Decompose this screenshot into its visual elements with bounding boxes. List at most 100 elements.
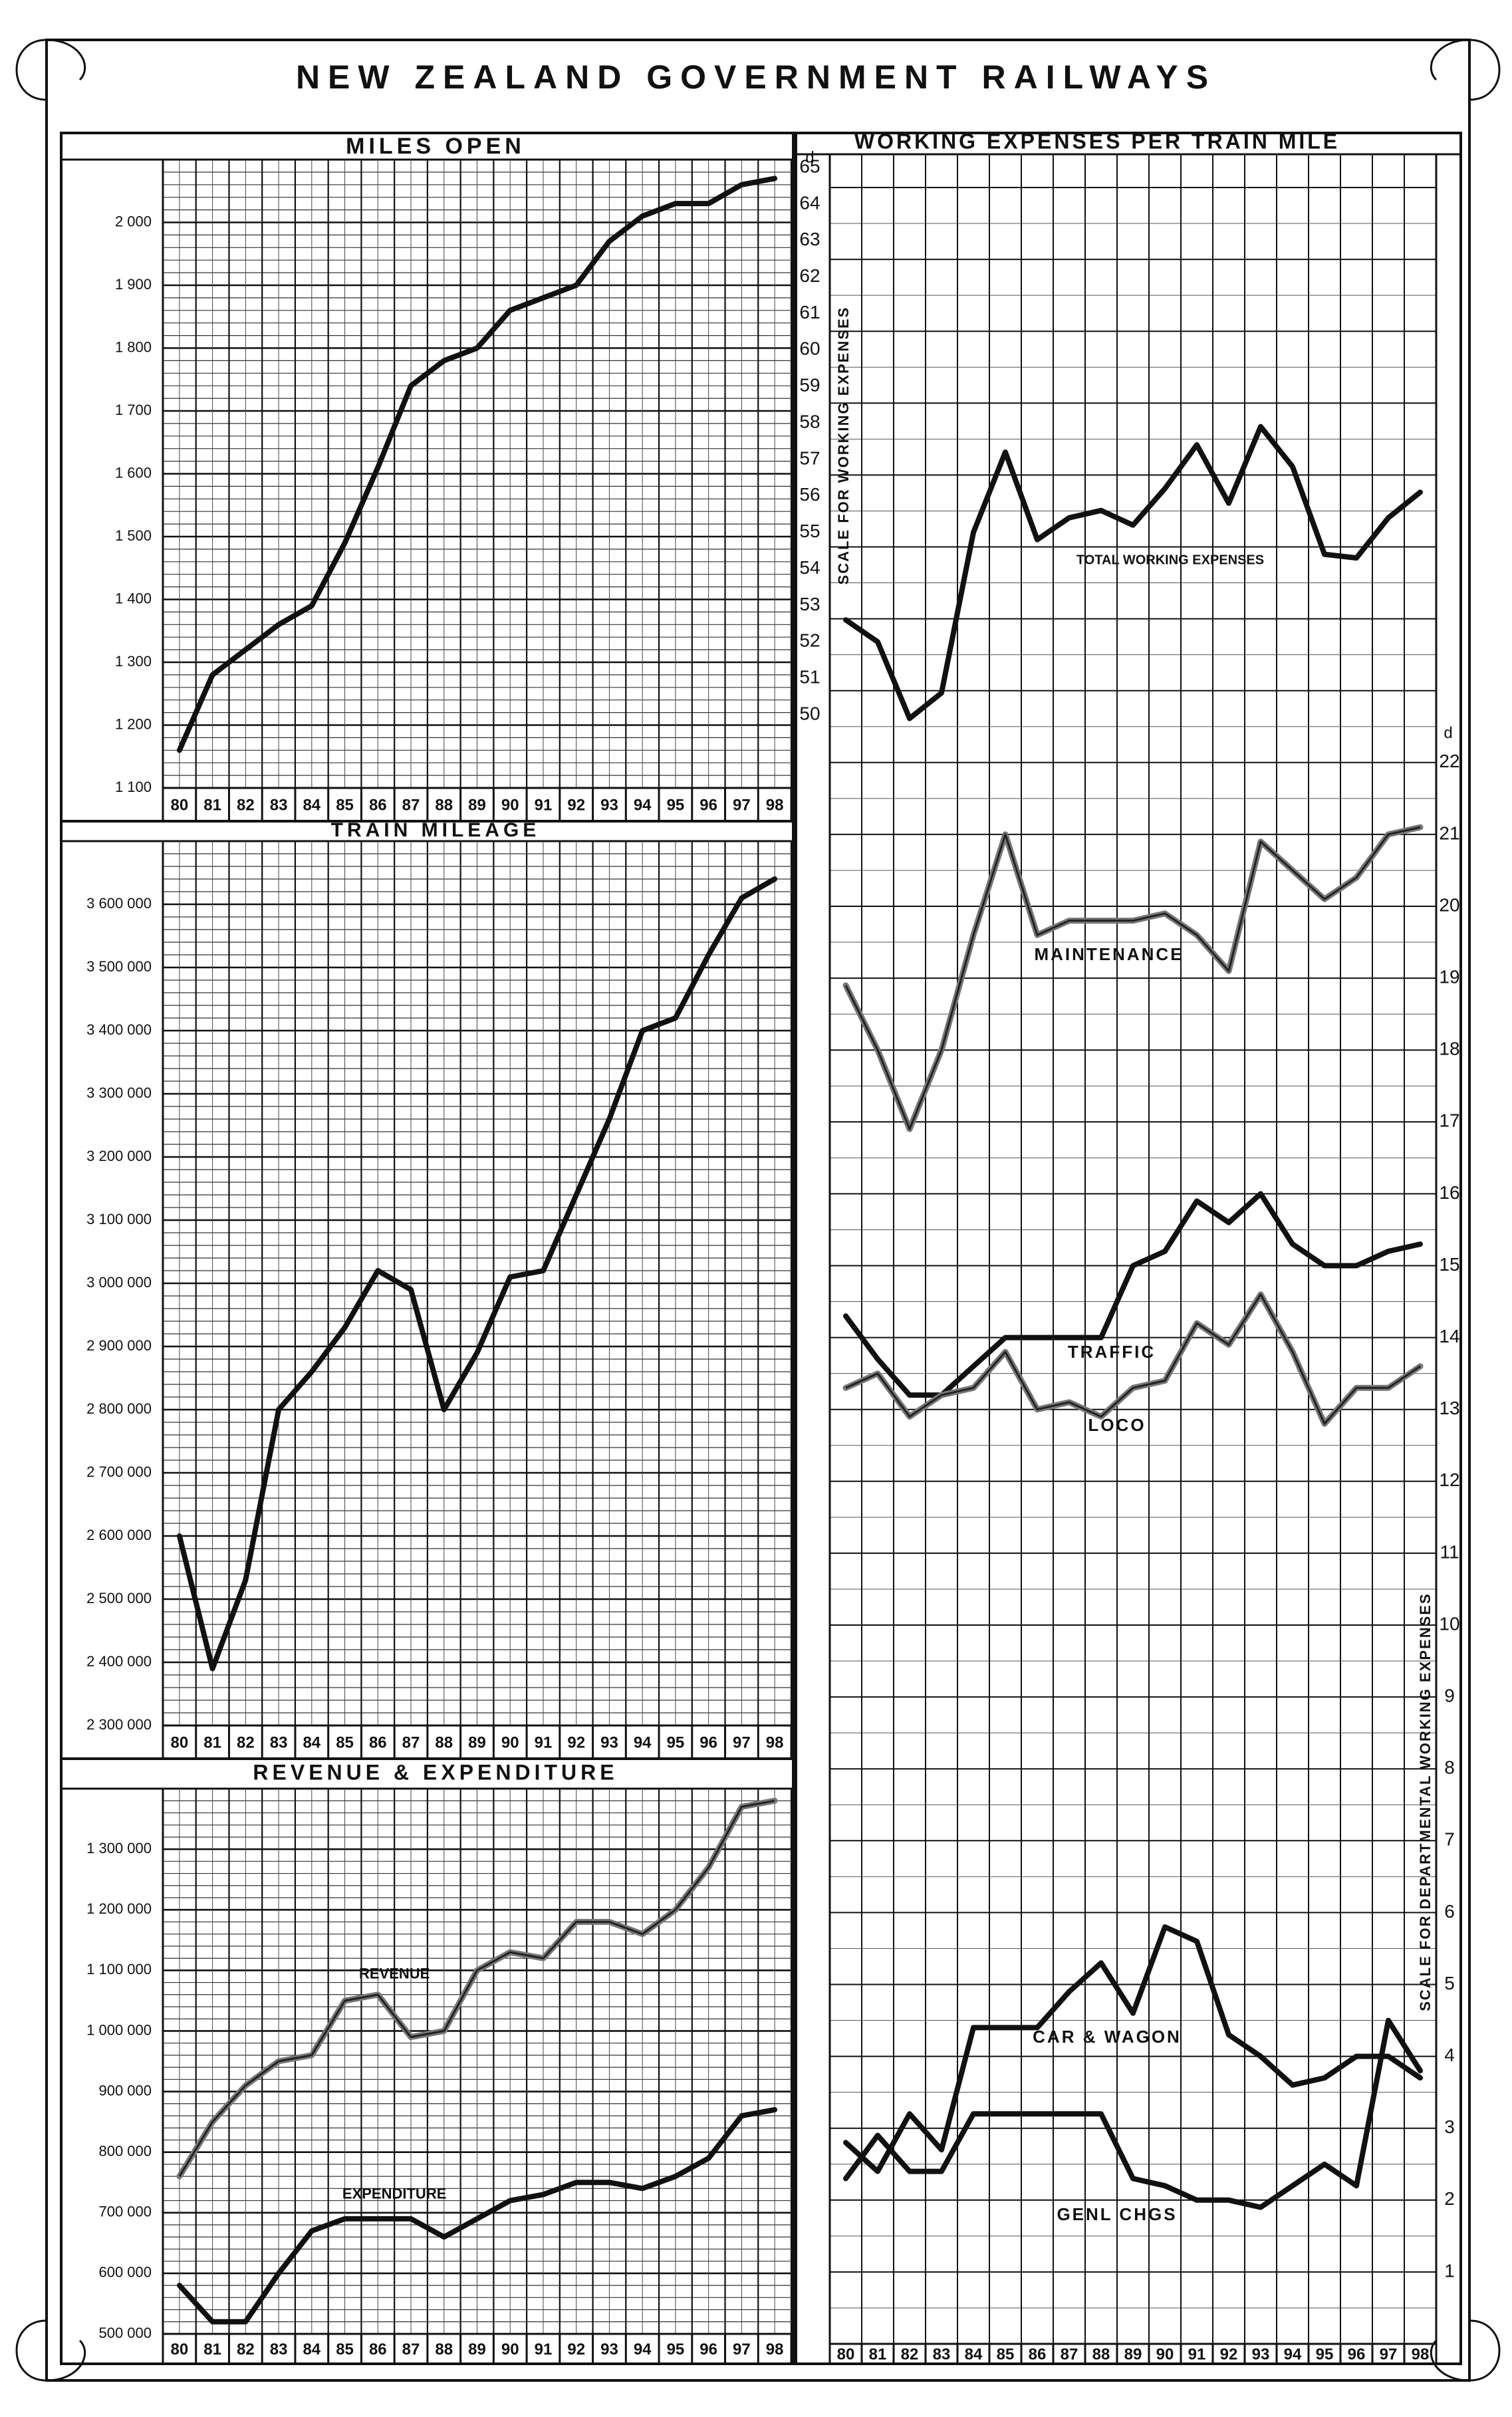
miles-open-year-label: 84 (303, 796, 320, 814)
revenue-expenditure-year-label: 87 (402, 2341, 420, 2358)
working-expenses-tick-label: 53 (799, 594, 820, 614)
working-expenses-tick-label: 64 (799, 192, 820, 213)
train-mileage-year-label: 98 (766, 1733, 784, 1751)
train-mileage-year-label: 87 (402, 1733, 420, 1751)
working-expenses-tick-label: 60 (799, 338, 820, 359)
genl-chgs-label: GENL CHGS (1057, 2204, 1177, 2224)
loco-label: LOCO (1088, 1415, 1146, 1435)
revenue-expenditure-year-label: 90 (501, 2341, 519, 2358)
working-expenses-tick-label: 54 (799, 557, 820, 578)
miles-open-year-label: 85 (336, 796, 354, 814)
train-mileage-year-label: 92 (567, 1733, 585, 1751)
corner-ornament (15, 39, 86, 101)
train-mileage-tick-label: 2 600 000 (86, 1527, 152, 1543)
miles-open-year-label: 98 (766, 796, 784, 814)
working-expenses-unit: d (805, 148, 814, 166)
miles-open-year-label: 92 (567, 796, 585, 814)
revenue-expenditure-year-label: 94 (634, 2341, 652, 2358)
train-mileage-tick-label: 3 000 000 (86, 1274, 152, 1291)
miles-open-tick-label: 1 900 (115, 276, 152, 293)
miles-open-tick-label: 1 100 (115, 779, 152, 795)
train-mileage-year-label: 84 (303, 1733, 320, 1751)
miles-open-tick-label: 1 800 (115, 338, 152, 355)
train-mileage-year-label: 89 (468, 1733, 486, 1751)
working-expenses-tick-label: 56 (799, 484, 820, 505)
revenue-expenditure-year-label: 86 (369, 2341, 387, 2358)
total-working-expenses-label: TOTAL WORKING EXPENSES (1076, 553, 1264, 567)
outer-border (45, 39, 1471, 2382)
miles-open-tick-label: 1 300 (115, 653, 152, 670)
right-year-label: 85 (997, 2345, 1015, 2363)
train-mileage-tick-label: 3 300 000 (86, 1084, 152, 1101)
revenue-expenditure-year-label: 81 (203, 2341, 221, 2358)
departmental-tick-label: 6 (1444, 1901, 1455, 1922)
miles-open-year-label: 94 (634, 796, 652, 814)
departmental-tick-label: 7 (1444, 1829, 1455, 1850)
revenue-expenditure-tick-label: 1 000 000 (86, 2021, 152, 2038)
departmental-axis-title: SCALE FOR DEPARTMENTAL WORKING EXPENSES (1417, 1592, 1434, 2011)
right-year-label: 97 (1380, 2345, 1398, 2363)
corner-ornament (15, 2319, 86, 2382)
right-year-label: 91 (1188, 2345, 1206, 2363)
right-year-label: 94 (1284, 2345, 1302, 2363)
train-mileage-tick-label: 3 500 000 (86, 958, 152, 975)
car-wagon-line (843, 1924, 1423, 2174)
working-expenses-tick-label: 59 (799, 375, 820, 396)
departmental-tick-label: 12 (1439, 1469, 1459, 1490)
departmental-tick-label: 5 (1444, 1973, 1455, 1993)
working-expenses-tick-label: 65 (799, 156, 820, 176)
revenue-expenditure-tick-label: 600 000 (98, 2264, 152, 2281)
train-mileage-title: TRAIN MILEAGE (331, 819, 541, 841)
miles-open-year-label: 87 (402, 796, 420, 814)
right-year-label: 87 (1061, 2345, 1078, 2363)
working-expenses-tick-label: 61 (799, 302, 820, 322)
right-year-label: 80 (837, 2345, 855, 2363)
right-year-label: 96 (1348, 2345, 1366, 2363)
departmental-unit: d (1444, 724, 1452, 742)
train-mileage-year-label: 96 (699, 1733, 717, 1751)
revenue-expenditure-title: REVENUE & EXPENDITURE (253, 1760, 618, 1784)
train-mileage-year-label: 95 (667, 1733, 685, 1751)
right-year-label: 81 (869, 2345, 887, 2363)
maintenance-line (844, 826, 1421, 1130)
train-mileage-tick-label: 2 400 000 (86, 1653, 152, 1670)
expenditure-line (176, 2106, 778, 2325)
miles-open-year-label: 93 (600, 796, 618, 814)
miles-open-year-label: 83 (270, 796, 288, 814)
corner-ornament (1430, 2319, 1501, 2382)
train-mileage-tick-label: 3 600 000 (86, 895, 152, 912)
miles-open-year-label: 91 (535, 796, 553, 814)
working-expenses-axis-title: SCALE FOR WORKING EXPENSES (835, 307, 852, 585)
departmental-tick-label: 19 (1439, 966, 1459, 987)
working-expenses-tick-label: 57 (799, 447, 820, 468)
departmental-tick-label: 10 (1439, 1613, 1459, 1634)
miles-open-year-label: 81 (203, 796, 221, 814)
revenue-expenditure-tick-label: 1 300 000 (86, 1840, 152, 1856)
miles-open-tick-label: 2 000 (115, 213, 152, 229)
miles-open-title: MILES OPEN (346, 134, 525, 159)
page-title: NEW ZEALAND GOVERNMENT RAILWAYS (296, 59, 1216, 96)
departmental-tick-label: 17 (1439, 1110, 1459, 1131)
train-mileage-tick-label: 3 400 000 (86, 1021, 152, 1038)
loco-line (845, 1293, 1421, 1425)
revenue-expenditure-tick-label: 800 000 (98, 2142, 152, 2159)
departmental-tick-label: 13 (1439, 1398, 1459, 1418)
departmental-tick-label: 21 (1439, 823, 1459, 843)
revenue-expenditure-tick-label: 1 100 000 (86, 1961, 152, 1977)
departmental-tick-label: 1 (1444, 2260, 1455, 2281)
train-mileage-tick-label: 2 500 000 (86, 1590, 152, 1606)
train-mileage-year-label: 83 (270, 1733, 288, 1751)
revenue-expenditure-year-label: 95 (667, 2341, 685, 2358)
departmental-tick-label: 8 (1444, 1757, 1455, 1778)
car-wagon-label: CAR & WAGON (1033, 2027, 1182, 2047)
revenue-expenditure-year-label: 91 (535, 2341, 553, 2358)
working-expenses-tick-label: 58 (799, 411, 820, 432)
working-expenses-tick-label: 51 (799, 667, 820, 688)
revenue-expenditure-year-label: 92 (567, 2341, 585, 2358)
working-expenses-tick-label: 50 (799, 703, 820, 723)
departmental-tick-label: 22 (1439, 751, 1459, 771)
train-mileage-line (176, 876, 778, 1672)
miles-open-year-label: 86 (369, 796, 387, 814)
revenue-expenditure-year-label: 85 (336, 2341, 354, 2358)
revenue-expenditure-tick-label: 700 000 (98, 2204, 152, 2220)
